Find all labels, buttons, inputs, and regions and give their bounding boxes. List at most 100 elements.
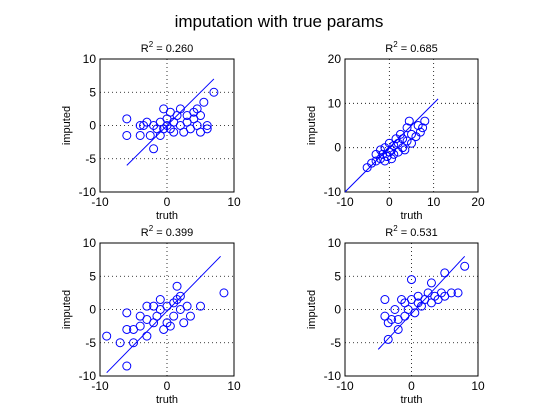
subplot-2-point-26 <box>407 129 416 139</box>
subplot-3-point-29 <box>185 311 195 321</box>
subplot-2-point-5 <box>375 145 385 155</box>
subplot-1-title-sup: 2 <box>149 40 154 49</box>
subplot-2-point-27 <box>407 138 416 148</box>
subplot-3-ylabel: imputed <box>61 290 73 329</box>
subplot-2-point-25 <box>404 116 414 126</box>
subplot-1-point-36 <box>209 87 219 97</box>
subplot-4-xtick-label-1: 0 <box>408 379 415 393</box>
subplot-2-xtick-label-3: 20 <box>471 195 485 209</box>
subplot-3-point-16 <box>155 295 165 305</box>
subplot-2-ytick-label-3: 20 <box>328 52 342 66</box>
subplot-4-point-28 <box>453 288 463 298</box>
subplot-3-point-11 <box>142 331 152 341</box>
subplot-2-point-11 <box>384 138 394 148</box>
subplot-1-xtick-label-0: -10 <box>91 195 109 209</box>
subplot-2-point-19 <box>395 129 405 139</box>
subplot-2-point-9 <box>382 152 392 162</box>
subplot-2-point-21 <box>398 134 408 144</box>
subplot-2-point-12 <box>387 154 397 164</box>
subplot-4-point-8 <box>397 295 407 305</box>
subplot-4-point-27 <box>446 288 456 298</box>
subplot-1-point-22 <box>175 104 185 114</box>
subplot-2-point-30 <box>415 127 425 137</box>
subplot-4-xtick-label-0: -10 <box>336 379 354 393</box>
subplot-2-point-14 <box>389 140 399 150</box>
subplot-3-ytick-label-1: -5 <box>85 336 96 350</box>
subplot-1-title: R2 = 0.260 <box>141 40 193 55</box>
subplot-1-point-3 <box>135 130 145 140</box>
subplot-1-title-value: = 0.260 <box>153 43 193 55</box>
subplot-3-ytick-label-2: 0 <box>89 303 96 317</box>
subplot-2-title-value: = 0.685 <box>398 43 438 55</box>
subplot-4-ylabel: imputed <box>306 290 318 329</box>
subplot-4-xlabel: truth <box>400 394 422 406</box>
figure-title: imputation with true params <box>175 12 384 31</box>
subplot-3-point-7 <box>135 321 145 331</box>
subplot-3-point-1 <box>115 338 125 348</box>
subplot-3-point-31 <box>219 288 229 298</box>
subplot-2-ytick-label-1: 0 <box>334 141 341 155</box>
subplot-3-point-5 <box>129 338 138 348</box>
subplot-3-point-23 <box>172 295 182 305</box>
subplot-4-title: R2 = 0.531 <box>385 224 437 239</box>
subplot-4-point-26 <box>440 268 450 278</box>
subplot-3: -10 0 10 -10 -5 0 5 10 truth imputed R2 = 0.399 <box>61 224 241 406</box>
subplot-3-point-24 <box>172 281 182 291</box>
subplot-1-xtick-label-2: 10 <box>227 195 241 209</box>
subplot-3-point-0 <box>102 331 112 341</box>
subplot-4-point-7 <box>393 324 403 334</box>
subplot-4-xtick-label-2: 10 <box>471 379 485 393</box>
subplot-3-title: R2 = 0.399 <box>141 224 193 239</box>
subplot-4-point-3 <box>383 334 393 344</box>
subplot-2-point-3 <box>371 156 381 166</box>
subplot-3-point-18 <box>162 318 172 328</box>
subplot-2-point-10 <box>384 147 394 157</box>
subplot-1-point-33 <box>199 97 209 107</box>
subplot-2-point-15 <box>389 149 399 159</box>
subplot-3-point-27 <box>179 318 189 328</box>
subplot-1-ytick-label-4: 10 <box>83 52 97 66</box>
subplot-4-point-14 <box>410 308 420 318</box>
subplot-2-point-31 <box>418 123 428 133</box>
subplot-4-point-0 <box>380 295 390 305</box>
subplot-1-point-6 <box>145 130 155 140</box>
subplot-3-title-sup: 2 <box>149 224 154 233</box>
subplot-2-point-6 <box>378 149 388 159</box>
subplot-1-point-7 <box>149 144 159 154</box>
subplot-2-ytick-label-0: -10 <box>324 185 342 199</box>
subplot-3-ytick-label-4: 10 <box>83 236 97 250</box>
subplot-4-point-21 <box>426 278 436 288</box>
subplot-3-point-28 <box>182 301 192 311</box>
subplot-1-ylabel: imputed <box>61 106 73 145</box>
subplot-2-point-22 <box>400 145 410 155</box>
subplot-1-ytick-label-1: -5 <box>85 152 96 166</box>
subplot-3-point-2 <box>122 308 132 318</box>
subplot-4-ytick-label-0: -10 <box>324 369 342 383</box>
subplot-4-title-sup: 2 <box>393 224 398 233</box>
subplot-2-xlabel: truth <box>400 210 422 222</box>
subplot-3-xtick-label-1: 0 <box>164 379 171 393</box>
subplot-2: -10 0 10 20 -10 0 10 20 truth imputed R2 = 0.685 <box>306 40 485 222</box>
subplot-1-point-13 <box>159 124 169 134</box>
subplot-4-ytick-label-4: 10 <box>328 236 342 250</box>
subplot-3-title-value: = 0.399 <box>153 227 193 239</box>
subplot-2-point-13 <box>387 145 397 155</box>
subplot-3-point-3 <box>122 324 132 334</box>
subplot-3-point-22 <box>169 311 179 321</box>
subplot-3-point-30 <box>196 301 205 311</box>
subplot-2-title-r: R <box>385 43 393 55</box>
subplot-4-point-2 <box>383 318 393 328</box>
subplot-3-xtick-label-2: 10 <box>227 379 241 393</box>
subplot-3-fit-line <box>106 255 221 374</box>
subplot-3-point-25 <box>175 291 185 301</box>
subplot-2-xtick-label-2: 10 <box>427 195 441 209</box>
subplot-4-point-12 <box>407 275 416 285</box>
subplot-1-title-r: R <box>141 43 149 55</box>
subplot-2-point-29 <box>413 121 423 130</box>
subplot-2-xtick-label-1: 0 <box>386 195 393 209</box>
subplot-2-point-20 <box>398 143 408 153</box>
subplot-1-ytick-label-3: 5 <box>89 85 96 99</box>
subplot-1-point-32 <box>196 111 205 121</box>
subplot-3-xtick-label-0: -10 <box>91 379 109 393</box>
